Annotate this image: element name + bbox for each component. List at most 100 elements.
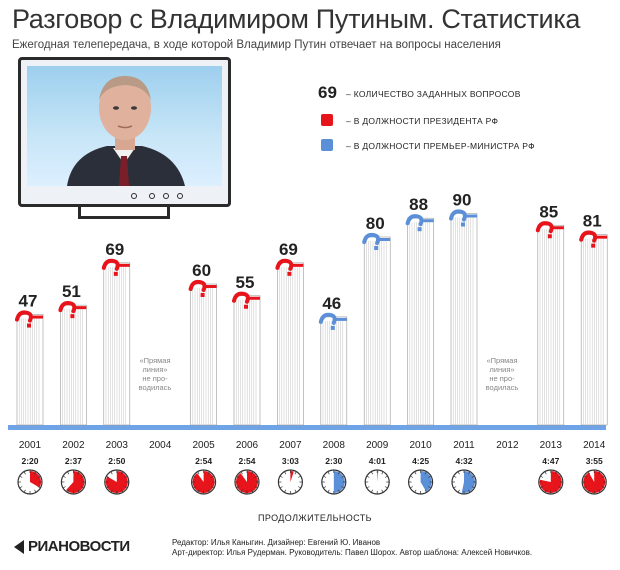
- duration-sector: [192, 471, 215, 494]
- clock-tick: [240, 489, 243, 493]
- bar-value-label: 69: [279, 240, 298, 259]
- bar-curl-icon: [58, 301, 77, 314]
- bar-curl-icon: [101, 258, 120, 271]
- duration-value: 3:55: [586, 456, 603, 466]
- year-label: 2010: [409, 440, 432, 451]
- clock-tick: [62, 475, 66, 478]
- clock-tick: [323, 486, 327, 489]
- no-broadcast-note-2004: «Прямая линия» не про- водилась: [120, 356, 190, 392]
- bar-curl-icon: [318, 312, 337, 325]
- clock-tick: [211, 475, 215, 478]
- clock-tick: [251, 471, 254, 475]
- clock-tick: [236, 486, 240, 489]
- president-swatch-icon: [321, 114, 333, 126]
- clock-tick: [384, 486, 388, 489]
- bar-curl-dot: [70, 314, 75, 319]
- clock-tick: [251, 489, 254, 493]
- clock-tick: [558, 486, 562, 489]
- duration-sector: [377, 471, 379, 482]
- year-label: 2003: [106, 440, 129, 451]
- clock-tick: [583, 486, 587, 489]
- clock-tick: [197, 471, 200, 475]
- clock-tick: [23, 489, 26, 493]
- duration-sector: [236, 471, 258, 494]
- clock-tick: [279, 486, 283, 489]
- year-label: 2002: [62, 440, 85, 451]
- clock-tick: [34, 471, 37, 475]
- bar-value-label: 80: [366, 214, 385, 233]
- clock-tick: [254, 475, 258, 478]
- duration-sector: [583, 471, 606, 494]
- duration-value: 2:37: [65, 456, 82, 466]
- clock-tick: [327, 489, 330, 493]
- clock-tick: [414, 489, 417, 493]
- bar-top-stripe: [379, 238, 391, 241]
- credits-line-2: Арт-директор: Илья Рудерман. Руководител…: [172, 548, 533, 557]
- duration-sector: [290, 471, 294, 482]
- legend-president-label: – В ДОЛЖНОСТИ ПРЕЗИДЕНТА РФ: [346, 116, 499, 126]
- bar-curl-icon: [579, 230, 598, 243]
- year-label: 2006: [236, 440, 259, 451]
- year-label: 2011: [453, 440, 475, 451]
- clock-tick: [327, 471, 330, 475]
- clock-tick: [468, 489, 471, 493]
- bar-top-stripe: [292, 263, 304, 267]
- tv-button-icon: [177, 193, 183, 199]
- duration-value: 2:50: [108, 456, 125, 466]
- clock-tick: [366, 486, 370, 489]
- clock-tick: [341, 486, 345, 489]
- logo-text: РИАНОВОСТИ: [28, 538, 130, 555]
- portrait-illustration: [67, 76, 185, 186]
- bar-curl-dot: [113, 271, 118, 276]
- tv-button-icon: [149, 193, 155, 199]
- duration-sector: [333, 471, 345, 493]
- duration-value: 2:30: [325, 456, 342, 466]
- duration-label: ПРОДОЛЖИТЕЛЬНОСТЬ: [258, 513, 372, 523]
- bar-value-label: 46: [322, 294, 341, 313]
- credits-line-1: Редактор: Илья Каныгин. Дизайнер: Евгени…: [172, 538, 381, 547]
- clock-tick: [540, 475, 544, 478]
- clock-tick: [254, 486, 258, 489]
- clock-tick: [106, 475, 110, 478]
- bar-curl-dot: [547, 234, 552, 239]
- clock-tick: [457, 471, 460, 475]
- bar-curl-icon: [449, 209, 467, 222]
- year-label: 2014: [583, 440, 606, 451]
- page-title: Разговор с Владимиром Путиным. Статистик…: [12, 4, 581, 34]
- logo-icon: [14, 540, 24, 554]
- clock-tick: [19, 486, 23, 489]
- clock-tick: [81, 486, 84, 489]
- year-label: 2007: [279, 440, 302, 451]
- bar-curl-icon: [405, 214, 424, 227]
- bar-top-stripe: [596, 235, 608, 239]
- clock-tick: [558, 475, 562, 478]
- clock-tick: [337, 489, 341, 493]
- clock-tick: [583, 475, 587, 478]
- note-line: «Прямая: [486, 356, 518, 365]
- clock-tick: [410, 475, 413, 478]
- clock-tick: [298, 475, 301, 478]
- legend-president: – В ДОЛЖНОСТИ ПРЕЗИДЕНТА РФ: [318, 112, 598, 132]
- clock-tick: [544, 471, 547, 475]
- duration-value: 4:32: [455, 456, 472, 466]
- clock-tick: [236, 475, 240, 478]
- tv-frame: [18, 57, 231, 207]
- clock-tick: [67, 489, 70, 493]
- legend-premier-label: – В ДОЛЖНОСТИ ПРЕМЬЕР-МИНИСТРА РФ: [346, 141, 535, 151]
- clock-tick: [279, 475, 283, 478]
- clock-tick: [77, 471, 80, 475]
- clock-tick: [23, 471, 26, 475]
- duration-value: 2:54: [238, 456, 255, 466]
- note-line: водилась: [485, 383, 519, 392]
- clock-tick: [598, 489, 601, 493]
- clock-tick: [62, 486, 66, 489]
- clock-tick: [294, 489, 297, 493]
- duration-value: 3:03: [282, 456, 299, 466]
- clock-tick: [37, 486, 41, 489]
- clock-tick: [341, 475, 345, 478]
- year-label: 2005: [192, 440, 215, 451]
- clock-tick: [598, 471, 601, 475]
- clock-tick: [587, 471, 591, 475]
- bar-value-label: 90: [453, 191, 472, 210]
- bar-value-label: 88: [409, 195, 428, 214]
